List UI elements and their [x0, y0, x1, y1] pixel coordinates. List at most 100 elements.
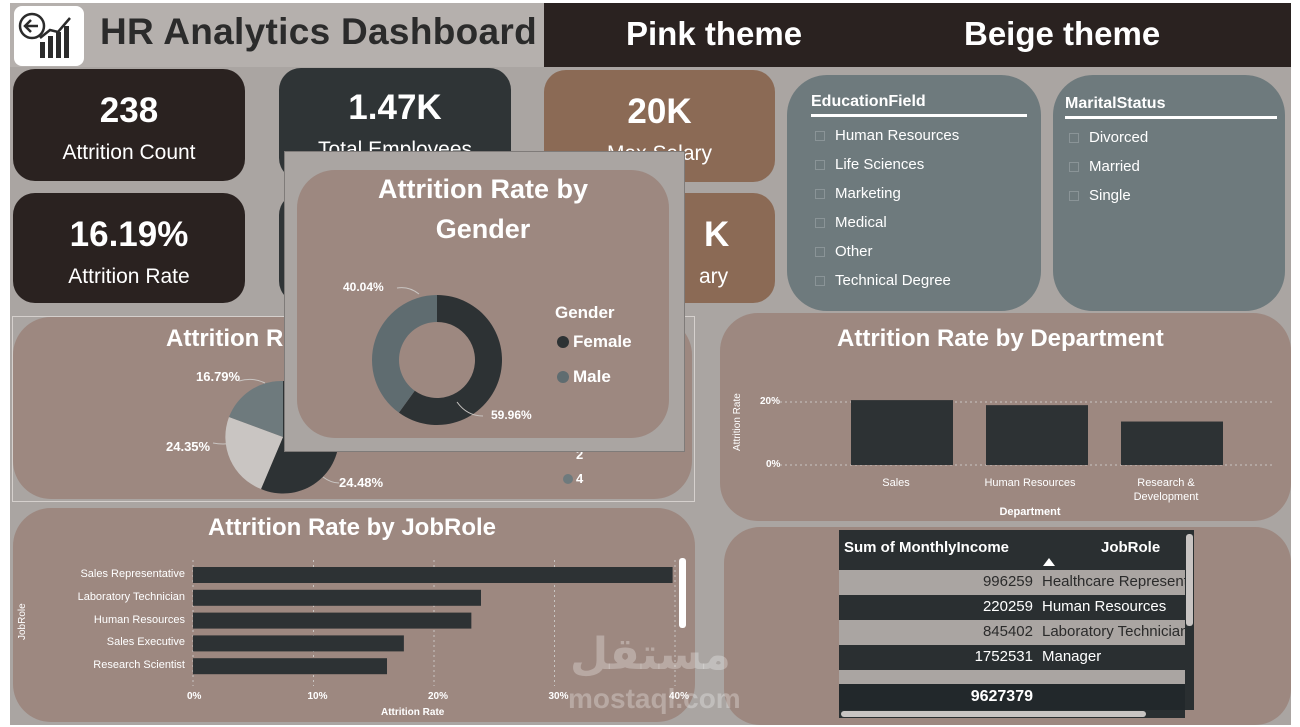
slicer-option[interactable]: Divorced	[1069, 129, 1149, 146]
title-bar: HR Analytics Dashboard	[10, 3, 544, 67]
slicer-option[interactable]: Marketing	[815, 185, 901, 202]
axis-label-x: Attrition Rate	[381, 707, 445, 718]
donut-slice-female[interactable]	[372, 295, 437, 413]
category-label: Human Resources	[93, 613, 185, 626]
legend-marker	[563, 474, 573, 484]
slicer-option[interactable]: Single	[1069, 187, 1131, 204]
category-label: Research &	[1137, 477, 1195, 489]
cell-income: 845402	[982, 623, 1033, 640]
bar-laboratory-technician[interactable]	[193, 589, 481, 606]
table-hscrollbar[interactable]	[841, 711, 1146, 717]
slicer-option[interactable]: Other	[815, 243, 873, 260]
gender-chart-popup[interactable]: Attrition Rate by Gender 40.04% 59.96% G…	[284, 151, 685, 452]
cell-income: 1752531	[974, 648, 1033, 665]
department-chart-panel[interactable]: Attrition Rate by Department Attrition R…	[720, 313, 1291, 521]
bar-human-resources[interactable]	[986, 405, 1088, 465]
tick-label: 20%	[760, 396, 781, 407]
cell-income: 996259	[982, 573, 1033, 590]
kpi-value: 16.19%	[69, 215, 189, 254]
kpi-label: Attrition Rate	[68, 265, 190, 288]
checkbox[interactable]	[1069, 191, 1079, 201]
gender-donut-chart	[372, 287, 569, 425]
panel-title-line1: Attrition Rate by	[377, 174, 588, 204]
back-icon[interactable]	[14, 6, 84, 66]
legend-female-marker	[557, 336, 569, 348]
kpi-value: K	[704, 215, 730, 254]
education-field-slicer: EducationField Human Resources Life Scien…	[787, 75, 1041, 311]
pie-label: 24.35%	[166, 439, 211, 454]
tick-label: 30%	[548, 691, 569, 702]
checkbox[interactable]	[1069, 162, 1079, 172]
pink-theme-button[interactable]: Pink theme	[626, 15, 803, 52]
checkbox[interactable]	[815, 189, 825, 199]
pie-label: 16.79%	[196, 369, 241, 384]
checkbox[interactable]	[1069, 133, 1079, 143]
slicer-option-label: Technical Degree	[835, 272, 951, 289]
gender-chart-panel: Attrition Rate by Gender 40.04% 59.96% G…	[297, 170, 669, 438]
kpi-label: Attrition Count	[62, 141, 196, 164]
jobrole-bar-chart	[192, 558, 686, 686]
slicer-option[interactable]: Technical Degree	[815, 272, 951, 289]
table-total-row: 9627379	[839, 684, 1185, 710]
slicer-option[interactable]: Life Sciences	[815, 156, 925, 173]
cell-jobrole: Manager	[1042, 648, 1102, 665]
scrollbar[interactable]	[679, 558, 686, 628]
checkbox[interactable]	[815, 247, 825, 257]
table-row[interactable]: 1752531 Manager	[839, 645, 1185, 670]
pie-slice	[225, 417, 283, 489]
checkbox[interactable]	[815, 131, 825, 141]
legend-title: Gender	[555, 303, 615, 322]
checkbox[interactable]	[815, 160, 825, 170]
slicer-option[interactable]: Married	[1069, 158, 1140, 175]
donut-slice-male[interactable]	[398, 295, 502, 425]
slicer-option[interactable]: Medical	[815, 214, 887, 231]
slicer-option[interactable]: Human Resources	[815, 127, 960, 144]
tick-label: 0%	[766, 459, 781, 470]
bar-research-development[interactable]	[1121, 421, 1223, 465]
dashboard-canvas: HR Analytics Dashboard Pink theme Beige …	[10, 3, 1291, 725]
cell-income: 220259	[982, 598, 1033, 615]
bar-human-resources[interactable]	[193, 612, 472, 629]
bar-research-scientist[interactable]	[193, 658, 388, 675]
slicer-divider	[1065, 116, 1277, 119]
sort-ascending-icon[interactable]	[1043, 558, 1055, 566]
table-row[interactable]: 845402 Laboratory Technician	[839, 620, 1185, 645]
legend-male-label: Male	[573, 367, 611, 386]
legend-item: 2	[576, 447, 584, 462]
table-total: 9627379	[970, 688, 1033, 705]
checkbox[interactable]	[815, 276, 825, 286]
beige-theme-button[interactable]: Beige theme	[964, 15, 1161, 52]
tick-label: 10%	[307, 691, 328, 702]
checkbox[interactable]	[815, 218, 825, 228]
table-header: Sum of MonthlyIncome JobRole	[839, 530, 1185, 570]
table-partial-row	[839, 670, 1185, 684]
slicer-option-label: Divorced	[1089, 129, 1149, 146]
table-row[interactable]: 996259 Healthcare Represent	[839, 570, 1185, 595]
table-row[interactable]: 220259 Human Resources	[839, 595, 1185, 620]
legend-male-marker	[557, 371, 569, 383]
bar-sales-executive[interactable]	[193, 635, 404, 652]
column-header-jobrole[interactable]: JobRole	[1101, 539, 1161, 556]
cell-jobrole: Healthcare Represent	[1042, 573, 1185, 590]
panel-title: Attrition R	[166, 325, 284, 352]
slicer-option-label: Single	[1089, 187, 1131, 204]
slicer-option-label: Human Resources	[835, 127, 960, 144]
page-title: HR Analytics Dashboard	[100, 11, 537, 52]
table-scrollbar[interactable]	[1186, 534, 1193, 626]
bar-sales-representative[interactable]	[193, 567, 673, 583]
marital-status-slicer: MaritalStatus Divorced Married Single	[1053, 75, 1285, 311]
pie-slice	[229, 380, 283, 437]
kpi-value: 238	[99, 91, 159, 130]
axis-label-y: JobRole	[17, 603, 28, 640]
slicer-option-label: Life Sciences	[835, 156, 925, 173]
cell-jobrole: Laboratory Technician	[1042, 623, 1185, 640]
table-scrollbar-track	[1185, 530, 1194, 710]
theme-bar: Pink theme Beige theme	[544, 3, 1291, 67]
column-header-income[interactable]: Sum of MonthlyIncome	[844, 539, 1009, 556]
category-label: Sales	[882, 477, 910, 489]
bar-sales[interactable]	[851, 400, 953, 465]
jobrole-chart-panel[interactable]: Attrition Rate by JobRole Sales Represen…	[13, 508, 695, 722]
axis-label-x: Department	[999, 506, 1061, 518]
kpi-label: ary	[699, 265, 729, 288]
panel-title-line2: Gender	[435, 214, 531, 244]
